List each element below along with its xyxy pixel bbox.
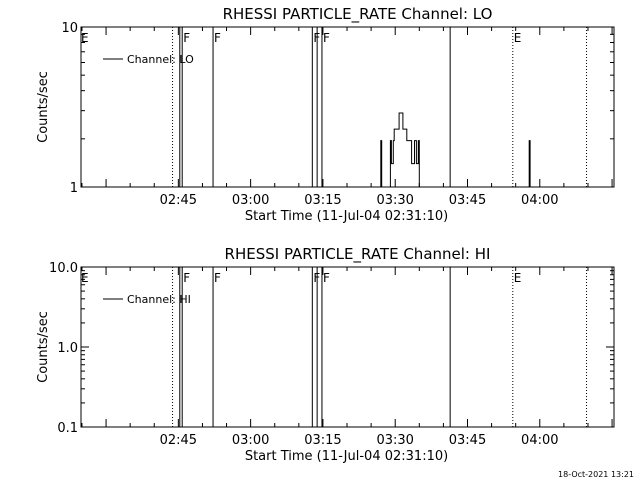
x-axis-label: Start Time (11-Jul-04 02:31:10) [245, 449, 448, 464]
x-tick-label: 02:45 [160, 433, 197, 448]
flare-flag: F [183, 271, 190, 285]
y-tick-label: 1.0 [57, 341, 78, 356]
x-tick-label: 03:00 [232, 433, 269, 448]
x-tick-label: 03:30 [376, 193, 413, 208]
x-tick-label: 03:15 [304, 433, 341, 448]
x-tick-label: 04:00 [521, 433, 558, 448]
x-tick-label: 02:45 [160, 193, 197, 208]
y-tick-label: 0.1 [57, 421, 78, 436]
chart-panel-2: RHESSI PARTICLE_RATE Channel: HI 02:45 03:… [36, 245, 615, 464]
flare-flag: F [214, 31, 221, 45]
x-tick-label: 03:45 [449, 193, 486, 208]
y-tick-label: 10 [61, 21, 78, 36]
eclipse-flag: E [81, 31, 89, 45]
eclipse-flag: E [514, 31, 522, 45]
timestamp-stamp: 18-Oct-2021 13:21 [558, 470, 634, 479]
eclipse-flag: E [514, 271, 522, 285]
y-tick-label: 10.0 [49, 261, 78, 276]
x-tick-label: 03:15 [304, 193, 341, 208]
chart-title: RHESSI PARTICLE_RATE Channel: LO [223, 5, 493, 24]
x-tick-label: 04:00 [521, 193, 558, 208]
flare-flag: F [323, 31, 330, 45]
x-tick-label: 03:45 [449, 433, 486, 448]
plot-frame [80, 266, 615, 428]
flare-flag: F [183, 31, 190, 45]
flare-flag: F [214, 271, 221, 285]
chart-title: RHESSI PARTICLE_RATE Channel: HI [225, 245, 491, 264]
eclipse-flag: E [81, 271, 89, 285]
legend-label: Channel: HI [127, 293, 191, 306]
chart-panel-1: RHESSI PARTICLE_RATE Channel: LO 02:45 03:… [36, 5, 615, 224]
y-axis-label: Counts/sec [36, 71, 51, 143]
legend-label: Channel: LO [127, 53, 194, 66]
x-tick-label: 03:00 [232, 193, 269, 208]
y-axis-label: Counts/sec [36, 311, 51, 383]
y-tick-label: 1 [70, 181, 78, 196]
series-line-channel-lo [380, 112, 531, 188]
x-axis-label: Start Time (11-Jul-04 02:31:10) [245, 209, 448, 224]
plot-frame [80, 26, 615, 188]
x-tick-label: 03:30 [376, 433, 413, 448]
flare-flag: F [323, 271, 330, 285]
